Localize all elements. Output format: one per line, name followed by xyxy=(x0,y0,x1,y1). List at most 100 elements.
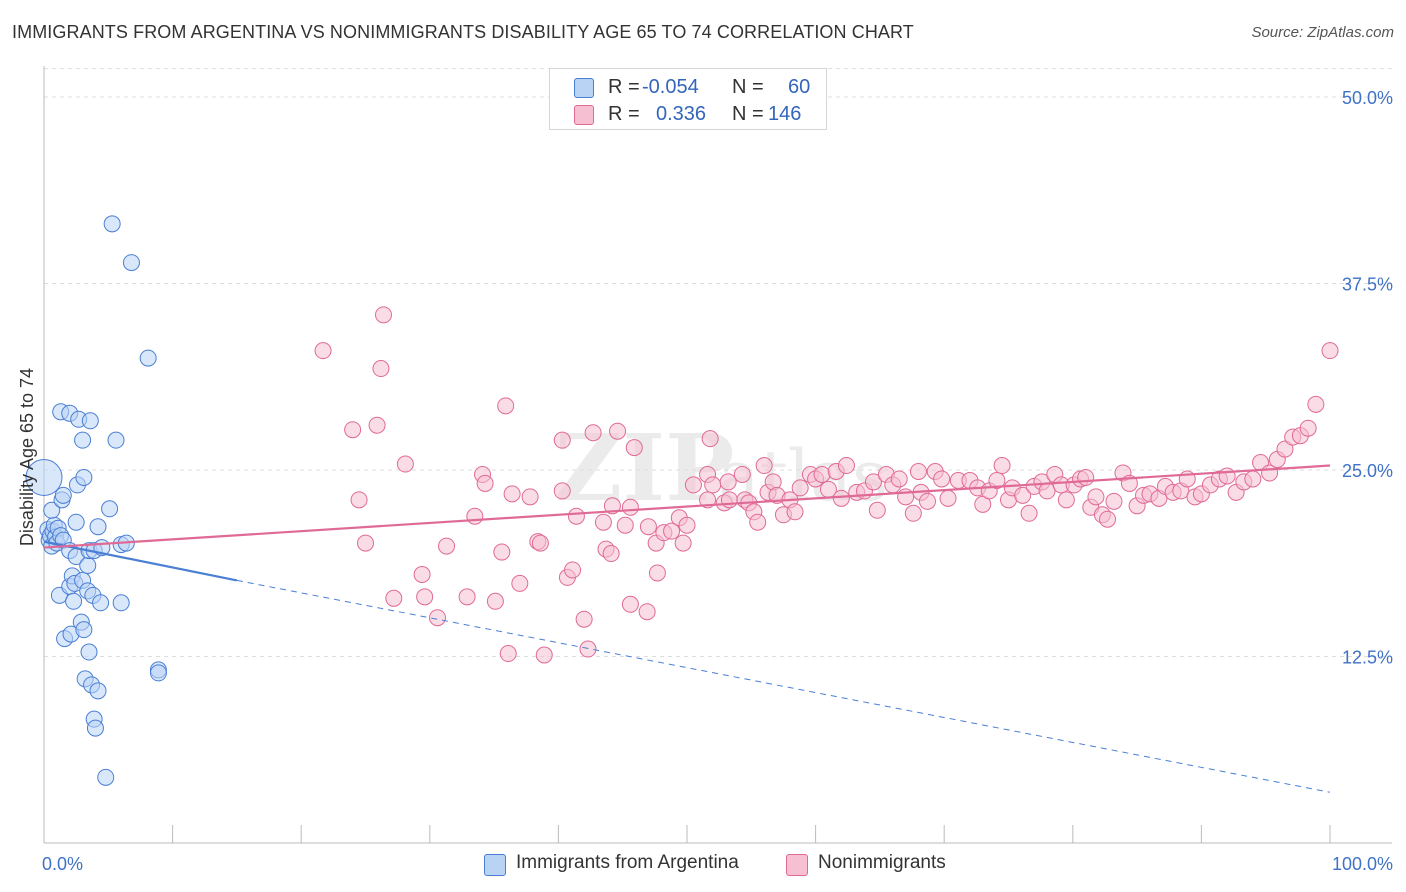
legend-item-argentina: Immigrants from Argentina xyxy=(484,852,784,878)
nonimmigrants-trend-line xyxy=(43,464,1331,549)
nonimmigrants-point xyxy=(1087,488,1105,506)
nonimmigrants-point xyxy=(584,424,602,442)
n-label: N = xyxy=(732,76,764,98)
nonimmigrants-point xyxy=(567,507,585,525)
nonimmigrants-point xyxy=(1020,504,1038,522)
argentina-point xyxy=(103,215,121,233)
nonimmigrants-point xyxy=(499,645,517,663)
y-tick-label-3: 50.0% xyxy=(1342,88,1393,108)
nonimmigrants-point xyxy=(1244,470,1262,488)
blue-swatch xyxy=(574,78,594,98)
nonimmigrants-point xyxy=(1099,510,1117,528)
nonimmigrants-point xyxy=(864,473,882,491)
y-axis-title: Disability Age 65 to 74 xyxy=(17,368,37,546)
nonimmigrants-point xyxy=(684,476,702,494)
nonimmigrants-point xyxy=(579,640,597,658)
r-label: R = xyxy=(608,76,640,98)
r-label: R = xyxy=(608,103,640,125)
nonimmigrants-point xyxy=(904,504,922,522)
nonimmigrants-point xyxy=(438,537,456,555)
nonimmigrants-point xyxy=(939,489,957,507)
argentina-points xyxy=(25,215,167,786)
nonimmigrants-point xyxy=(603,497,621,515)
nonimmigrants-point xyxy=(1307,395,1325,413)
nonimmigrants-point xyxy=(511,574,529,592)
nonimmigrants-point xyxy=(639,518,657,536)
n-label: N = xyxy=(732,103,764,125)
nonimmigrants-point xyxy=(553,482,571,500)
argentina-point xyxy=(89,518,107,536)
axes xyxy=(43,66,1392,844)
nonimmigrants-point xyxy=(1057,491,1075,509)
nonimmigrants-point xyxy=(466,507,484,525)
nonimmigrants-point xyxy=(733,465,751,483)
nonimmigrants-point xyxy=(602,545,620,563)
nonimmigrants-point xyxy=(719,473,737,491)
argentina-trend-line xyxy=(43,540,238,582)
pink-swatch xyxy=(786,854,808,876)
nonimmigrants-point xyxy=(1321,342,1339,360)
nonimmigrants-point xyxy=(755,457,773,475)
nonimmigrants-point xyxy=(493,543,511,561)
nonimmigrants-point xyxy=(531,534,549,552)
nonimmigrants-point xyxy=(701,430,719,448)
argentina-point xyxy=(107,431,125,449)
argentina-point xyxy=(75,468,93,486)
nonimmigrants-point xyxy=(429,609,447,627)
nonimmigrants-point xyxy=(521,488,539,506)
nonimmigrants-point xyxy=(832,489,850,507)
argentina-point xyxy=(75,621,93,639)
nonimmigrants-point xyxy=(458,588,476,606)
argentina-point xyxy=(67,513,85,531)
nonimmigrants-point xyxy=(385,589,403,607)
nonimmigrants-point xyxy=(372,360,390,378)
nonimmigrants-point xyxy=(909,462,927,480)
nonimmigrants-point xyxy=(1077,468,1095,486)
argentina-point xyxy=(149,664,167,682)
argentina-point xyxy=(54,486,72,504)
argentina-trend-extension xyxy=(236,579,1331,793)
nonimmigrants-point xyxy=(575,610,593,628)
argentina-point xyxy=(112,594,130,612)
nonimmigrants-point xyxy=(720,491,738,509)
nonimmigrants-point xyxy=(535,646,553,664)
n-value: 60 xyxy=(788,76,811,98)
nonimmigrants-point xyxy=(993,457,1011,475)
nonimmigrants-point xyxy=(564,561,582,579)
nonimmigrants-points xyxy=(314,306,1339,664)
nonimmigrants-point xyxy=(749,513,767,531)
nonimmigrants-point xyxy=(1105,492,1123,510)
nonimmigrants-point xyxy=(594,513,612,531)
chart-title: IMMIGRANTS FROM ARGENTINA VS NONIMMIGRAN… xyxy=(12,22,914,42)
nonimmigrants-point xyxy=(503,485,521,503)
n-value: 146 xyxy=(768,103,802,125)
nonimmigrants-point xyxy=(1276,440,1294,458)
nonimmigrants-point xyxy=(616,516,634,534)
legend-label: Nonimmigrants xyxy=(818,852,946,873)
nonimmigrants-point xyxy=(413,565,431,583)
correlation-legend: R = -0.054 N = 60 R = 0.336 N = 146 xyxy=(549,68,827,130)
nonimmigrants-point xyxy=(1299,419,1317,437)
nonimmigrants-point xyxy=(350,491,368,509)
nonimmigrants-point xyxy=(699,491,717,509)
nonimmigrants-point xyxy=(621,595,639,613)
nonimmigrants-point xyxy=(663,522,681,540)
nonimmigrants-point xyxy=(890,470,908,488)
nonimmigrants-point xyxy=(1014,486,1032,504)
argentina-point xyxy=(80,643,98,661)
argentina-point xyxy=(89,682,107,700)
nonimmigrants-point xyxy=(678,516,696,534)
nonimmigrants-point xyxy=(625,439,643,457)
argentina-point xyxy=(43,501,61,519)
argentina-point xyxy=(79,556,97,574)
nonimmigrants-point xyxy=(791,479,809,497)
chart-source: Source: ZipAtlas.com xyxy=(1251,24,1394,41)
argentina-point xyxy=(86,719,104,737)
argentina-point xyxy=(122,254,140,272)
nonimmigrants-point xyxy=(375,306,393,324)
nonimmigrants-point xyxy=(416,588,434,606)
legend-label: Immigrants from Argentina xyxy=(516,852,739,873)
nonimmigrants-point xyxy=(813,465,831,483)
argentina-point xyxy=(101,500,119,518)
nonimmigrants-point xyxy=(357,534,374,552)
